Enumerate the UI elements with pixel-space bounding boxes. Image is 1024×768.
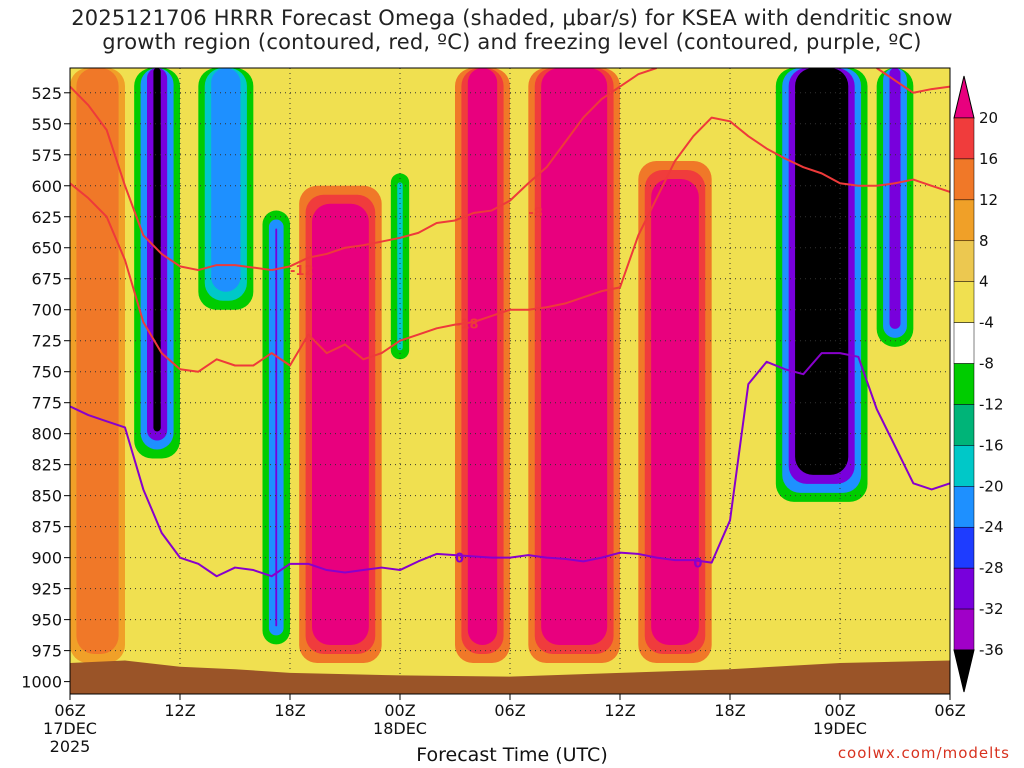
xtick-label-18: 00Z xyxy=(384,701,415,720)
colorbar: 20 16 12 8 4 -4 -8 -12 -16 -20 -24 -28 -32 -36 xyxy=(953,75,1004,693)
freezing-level-contour xyxy=(70,352,950,578)
colorbar-label-2: 12 xyxy=(979,191,998,209)
xtick-label-0: 06Z xyxy=(54,701,85,720)
terrain xyxy=(70,660,950,694)
colorbar-label-9: -20 xyxy=(979,477,1004,495)
dgz-contour-2 xyxy=(271,68,657,272)
xtick-year-0: 2025 xyxy=(50,737,91,756)
colorbar-band-8 xyxy=(953,445,975,487)
xtick-label-48: 06Z xyxy=(934,701,965,720)
dgz-contour-3 xyxy=(876,68,950,94)
ytick-label-825: 825 xyxy=(31,456,62,475)
xtick-date-42: 19DEC xyxy=(813,719,867,738)
contours: -12 -18 -8 0 0 xyxy=(70,68,950,578)
colorbar-top-arrow xyxy=(953,75,975,119)
dgz-contour-1 xyxy=(70,116,950,373)
colorbar-label-11: -28 xyxy=(979,559,1004,577)
chart-title-line2: growth region (contoured, red, ºC) and f… xyxy=(102,30,922,54)
colorbar-band-0 xyxy=(953,117,975,160)
dgz-contour-label-0: -12 xyxy=(290,264,314,279)
colorbar-bottom-arrow xyxy=(953,649,975,693)
ytick-label-625: 625 xyxy=(31,208,62,227)
ytick-label-575: 575 xyxy=(31,146,62,165)
ytick-label-525: 525 xyxy=(31,84,62,103)
colorbar-label-4: 4 xyxy=(979,273,989,291)
ytick-label-675: 675 xyxy=(31,270,62,289)
colorbar-label-3: 8 xyxy=(979,232,989,250)
ytick-label-800: 800 xyxy=(31,425,62,444)
freezing-level-label-1: 0 xyxy=(693,557,702,572)
dgz-contour-0 xyxy=(70,85,272,272)
colorbar-band-2 xyxy=(953,199,975,242)
colorbar-label-0: 20 xyxy=(979,109,998,127)
xtick-label-12: 18Z xyxy=(274,701,305,720)
colorbar-label-8: -16 xyxy=(979,436,1004,454)
colorbar-band-4 xyxy=(953,281,975,323)
colorbar-label-12: -32 xyxy=(979,600,1004,618)
omega-column-2-band-2 xyxy=(211,68,241,292)
credit-link[interactable]: coolwx.com/modelts xyxy=(837,744,1010,762)
chart-title: 2025121706 HRRR Forecast Omega (shaded, … xyxy=(0,6,1024,54)
colorbar-band-7 xyxy=(953,404,975,446)
colorbar-band-11 xyxy=(953,567,975,610)
colorbar-label-1: 16 xyxy=(979,150,998,168)
ytick-label-900: 900 xyxy=(31,549,62,568)
omega-shading xyxy=(70,68,914,664)
ytick-label-1000: 1000 xyxy=(21,673,62,692)
ytick-label-975: 975 xyxy=(31,642,62,661)
omega-column-3-band-2 xyxy=(275,228,278,627)
x-axis-title: Forecast Time (UTC) xyxy=(416,744,608,766)
omega-column-7-band-2 xyxy=(541,68,608,646)
xtick-label-24: 06Z xyxy=(494,701,525,720)
ytick-label-550: 550 xyxy=(31,115,62,134)
chart-title-line1: 2025121706 HRRR Forecast Omega (shaded, … xyxy=(71,6,953,30)
omega-column-0-band-1 xyxy=(76,68,119,655)
colorbar-label-7: -12 xyxy=(979,395,1004,413)
xtick-label-36: 18Z xyxy=(714,701,745,720)
xtick-date-18: 18DEC xyxy=(373,719,427,738)
colorbar-band-6 xyxy=(953,363,975,405)
ytick-label-950: 950 xyxy=(31,611,62,630)
xtick-date-0: 17DEC xyxy=(43,719,97,738)
colorbar-band-3 xyxy=(953,240,975,282)
omega-column-5-band-1 xyxy=(397,182,403,351)
xtick-label-30: 12Z xyxy=(604,701,635,720)
omega-column-8-band-2 xyxy=(651,178,699,646)
colorbar-label-10: -24 xyxy=(979,518,1004,536)
ytick-label-700: 700 xyxy=(31,301,62,320)
omega-column-10-band-2 xyxy=(889,68,901,329)
ytick-label-650: 650 xyxy=(31,239,62,258)
ytick-label-750: 750 xyxy=(31,363,62,382)
ytick-label-775: 775 xyxy=(31,394,62,413)
dgz-contour-label-2: -8 xyxy=(528,206,542,221)
colorbar-band-1 xyxy=(953,158,975,201)
colorbar-band-10 xyxy=(953,526,975,569)
colorbar-label-5: -4 xyxy=(979,314,994,332)
ytick-label-725: 725 xyxy=(31,332,62,351)
colorbar-label-13: -36 xyxy=(979,641,1004,659)
ytick-label-925: 925 xyxy=(31,580,62,599)
ytick-label-850: 850 xyxy=(31,487,62,506)
ytick-label-875: 875 xyxy=(31,518,62,537)
omega-column-4-band-2 xyxy=(312,203,369,646)
dgz-contour-label-1: -18 xyxy=(455,317,479,332)
xtick-label-42: 00Z xyxy=(824,701,855,720)
colorbar-label-6: -8 xyxy=(979,355,994,373)
freezing-level-label-0: 0 xyxy=(455,552,464,567)
ytick-label-600: 600 xyxy=(31,177,62,196)
xtick-label-6: 12Z xyxy=(164,701,195,720)
colorbar-band-9 xyxy=(953,486,975,528)
terrain-surface xyxy=(70,660,950,694)
colorbar-band-12 xyxy=(953,608,975,651)
y-axis: 525 550 575 600 625 650 675 700 725 750 775 800 825 8… xyxy=(21,84,70,692)
colorbar-band-5 xyxy=(953,322,975,364)
